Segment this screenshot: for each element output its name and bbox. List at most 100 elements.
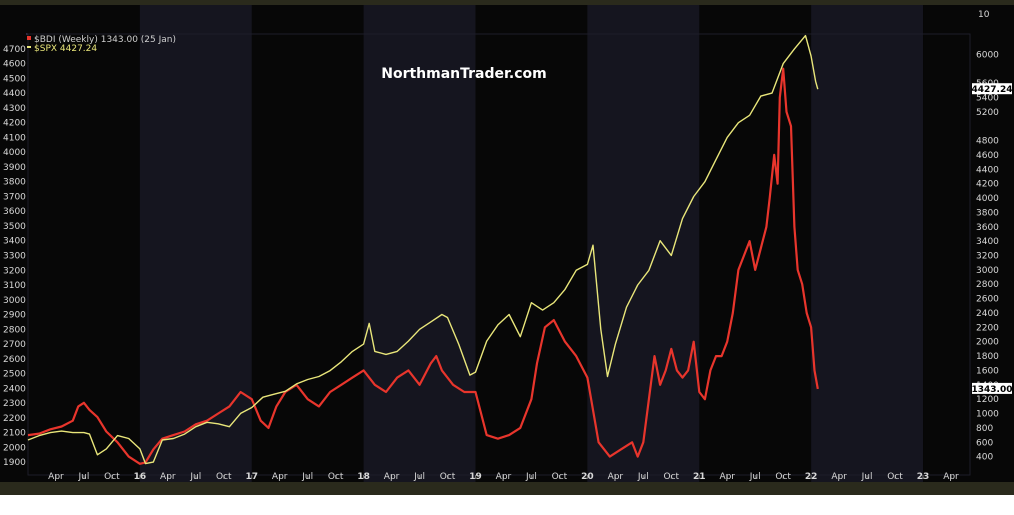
x-tick-label: Jul [78, 472, 90, 482]
bdi-last-value-box [972, 382, 1012, 394]
x-tick-label: Oct [664, 472, 680, 482]
x-tick-label: Apr [272, 472, 288, 482]
x-tick-label: Apr [943, 472, 959, 482]
left-tick-label: 3500 [3, 222, 26, 232]
x-tick-label: Apr [496, 472, 512, 482]
left-tick-label: 3400 [3, 237, 26, 247]
year-shading-bands [139, 5, 924, 482]
x-tick-label: Jul [189, 472, 201, 482]
left-tick-label: 2200 [3, 414, 26, 424]
right-tick-label: 1600 [976, 366, 999, 376]
right-tick-label: 3400 [976, 237, 999, 247]
x-tick-label: Oct [552, 472, 568, 482]
x-tick-label: 21 [693, 472, 706, 482]
chart-canvas: NorthmanTrader.com 1900 2000 2100 2200 2300 2… [0, 5, 1014, 482]
x-tick-label: 18 [357, 472, 370, 482]
right-tick-label: 4000 [976, 194, 999, 204]
right-tick-label: 2400 [976, 309, 999, 319]
left-tick-label: 3000 [3, 296, 26, 306]
x-tick-label: Oct [440, 472, 456, 482]
x-tick-label: 17 [245, 472, 258, 482]
spx-last-value-box [972, 83, 1012, 95]
left-tick-label: 4000 [3, 148, 26, 158]
right-axis-top-label: 10 [978, 10, 990, 20]
year-band-2022 [811, 5, 924, 482]
left-tick-label: 3200 [3, 266, 26, 276]
left-tick-label: 2800 [3, 325, 26, 335]
left-tick-label: 3300 [3, 252, 26, 262]
top-border [0, 0, 1014, 5]
x-tick-label: Oct [216, 472, 232, 482]
x-tick-label: Oct [775, 472, 791, 482]
right-tick-label: 3600 [976, 223, 999, 233]
left-axis: 1900 2000 2100 2200 2300 2400 2500 2600 2700 2800… [3, 45, 26, 468]
legend-swatch-spx [27, 46, 31, 48]
x-tick-label: 22 [805, 472, 818, 482]
right-tick-label: 2800 [976, 280, 999, 290]
right-tick-label: 4400 [976, 165, 999, 175]
legend-swatch-bdi [27, 36, 31, 40]
right-tick-label: 1000 [976, 410, 999, 420]
x-tick-label: Oct [887, 472, 903, 482]
left-tick-label: 2600 [3, 355, 26, 365]
left-tick-label: 2300 [3, 399, 26, 409]
right-axis: 4006008001000120014001600180020002200240… [976, 50, 999, 462]
x-tick-label: Jul [301, 472, 313, 482]
x-tick-label: Apr [831, 472, 847, 482]
left-tick-label: 2400 [3, 384, 26, 394]
right-tick-label: 3200 [976, 252, 999, 262]
right-tick-label: 3800 [976, 208, 999, 218]
left-tick-label: 4100 [3, 133, 26, 143]
left-tick-label: 4300 [3, 104, 26, 114]
right-tick-label: 3000 [976, 266, 999, 276]
left-tick-label: 2700 [3, 340, 26, 350]
right-tick-label: 1200 [976, 395, 999, 405]
left-tick-label: 3600 [3, 207, 26, 217]
right-tick-label: 4600 [976, 151, 999, 161]
x-tick-label: Apr [384, 472, 400, 482]
right-tick-label: 2600 [976, 295, 999, 305]
right-tick-label: 1800 [976, 352, 999, 362]
x-tick-label: Apr [608, 472, 624, 482]
right-tick-label: 5400 [976, 93, 999, 103]
left-tick-label: 4200 [3, 119, 26, 129]
left-tick-label: 2900 [3, 311, 26, 321]
left-tick-label: 2100 [3, 429, 26, 439]
right-tick-label: 5200 [976, 108, 999, 118]
last-value-labels: 4427.24 1343.00 [972, 83, 1013, 395]
year-band-2018 [363, 5, 476, 482]
bottom-border [0, 482, 1014, 495]
left-tick-label: 3900 [3, 163, 26, 173]
x-tick-label: Apr [48, 472, 64, 482]
x-tick-label: Apr [719, 472, 735, 482]
year-band-2016 [139, 5, 252, 482]
x-tick-label: 19 [469, 472, 482, 482]
left-tick-label: 3700 [3, 192, 26, 202]
x-tick-label: Jul [413, 472, 425, 482]
legend-entry-spx: $SPX 4427.24 [34, 44, 97, 54]
right-tick-label: 6000 [976, 50, 999, 60]
x-tick-label: 20 [581, 472, 594, 482]
right-tick-label: 4800 [976, 137, 999, 147]
x-tick-label: Oct [328, 472, 344, 482]
right-tick-label: 800 [976, 424, 993, 434]
legend: $BDI (Weekly) 1343.00 (25 Jan) $SPX 4427… [27, 35, 176, 54]
left-tick-label: 2500 [3, 370, 26, 380]
x-tick-label: Jul [749, 472, 761, 482]
x-axis: Apr Jul Oct 16 Apr Jul Oct 17 Apr Jul Oct 18 Apr Jul O… [48, 472, 959, 482]
x-tick-label: Jul [525, 472, 537, 482]
spx-series-line [27, 34, 819, 465]
left-tick-label: 4500 [3, 74, 26, 84]
x-tick-label: 16 [134, 472, 147, 482]
x-tick-label: Jul [861, 472, 873, 482]
right-tick-label: 2200 [976, 323, 999, 333]
left-tick-label: 1900 [3, 458, 26, 468]
x-tick-label: Jul [637, 472, 649, 482]
legend-entry-bdi: $BDI (Weekly) 1343.00 (25 Jan) [34, 35, 176, 45]
watermark-text: NorthmanTrader.com [381, 66, 547, 82]
left-tick-label: 4400 [3, 89, 26, 99]
right-tick-label: 400 [976, 453, 993, 463]
left-tick-label: 4600 [3, 60, 26, 70]
right-tick-label: 4200 [976, 180, 999, 190]
bdi-last-value: 1343.00 [972, 385, 1013, 395]
